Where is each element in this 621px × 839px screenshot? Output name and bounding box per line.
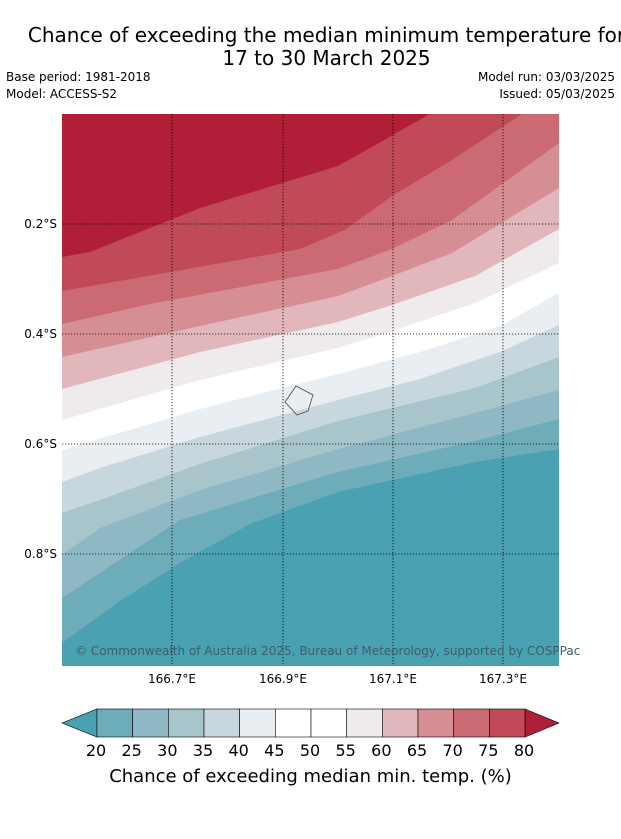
colorbar (61, 708, 560, 738)
colorbar-tick-label: 80 (513, 741, 535, 760)
colorbar-tick-label: 20 (85, 741, 107, 760)
colorbar-segment (382, 708, 419, 738)
island-outline (284, 385, 314, 416)
colorbar-tick-label: 40 (228, 741, 249, 760)
lon-label: 166.7°E (148, 672, 196, 686)
model-name: Model: ACCESS-S2 (6, 87, 118, 101)
colorbar-tick-label: 75 (478, 741, 499, 760)
issued-date: Issued: 05/03/2025 (499, 87, 615, 101)
colorbar-tick-label: 55 (335, 741, 356, 760)
colorbar-segment (489, 708, 526, 738)
colorbar-tick-label: 60 (371, 741, 392, 760)
base-period: Base period: 1981-2018 (6, 70, 151, 84)
colorbar-segment (310, 708, 347, 738)
colorbar-tick-label: 30 (157, 741, 178, 760)
lon-label: 166.9°E (259, 672, 307, 686)
colorbar-segment (239, 708, 276, 738)
colorbar-low-extension (61, 708, 98, 738)
lat-label: 0.6°S (24, 437, 57, 451)
lat-label: 0.4°S (24, 327, 57, 341)
title-line-1: Chance of exceeding the median minimum t… (27, 23, 621, 47)
colorbar-segment (417, 708, 454, 738)
colorbar-tick-label: 25 (121, 741, 142, 760)
colorbar-tick-label: 35 (192, 741, 214, 760)
colorbar-segment (275, 708, 312, 738)
colorbar-label: Chance of exceeding median min. temp. (%… (109, 766, 512, 787)
colorbar-segment (132, 708, 169, 738)
meta-right: Model run: 03/03/2025 Issued: 05/03/2025 (478, 69, 615, 103)
title-line-2: 17 to 30 March 2025 (222, 46, 431, 70)
colorbar-segment (346, 708, 383, 738)
colorbar-tick-label: 65 (406, 741, 428, 760)
lon-label: 167.1°E (369, 672, 417, 686)
colorbar-tick-label: 50 (299, 741, 321, 760)
colorbar-segment (453, 708, 490, 738)
model-run: Model run: 03/03/2025 (477, 70, 615, 84)
lon-label: 167.3°E (479, 672, 527, 686)
band-lowest (100, 481, 559, 666)
colorbar-segment (203, 708, 240, 738)
map-area (62, 114, 559, 666)
colorbar-segment (96, 708, 133, 738)
copyright-notice: © Commonwealth of Australia 2025, Bureau… (75, 644, 580, 658)
lat-label: 0.2°S (24, 217, 57, 231)
colorbar-tick-label: 45 (264, 741, 285, 760)
meta-left: Base period: 1981-2018 Model: ACCESS-S2 (6, 69, 151, 103)
grid-lines (62, 114, 559, 666)
colorbar-segment (168, 708, 205, 738)
lat-label: 0.8°S (24, 547, 57, 561)
colorbar-high-extension (524, 708, 560, 738)
colorbar-tick-label: 70 (442, 741, 463, 760)
chart-title: Chance of exceeding the median minimum t… (0, 24, 621, 70)
